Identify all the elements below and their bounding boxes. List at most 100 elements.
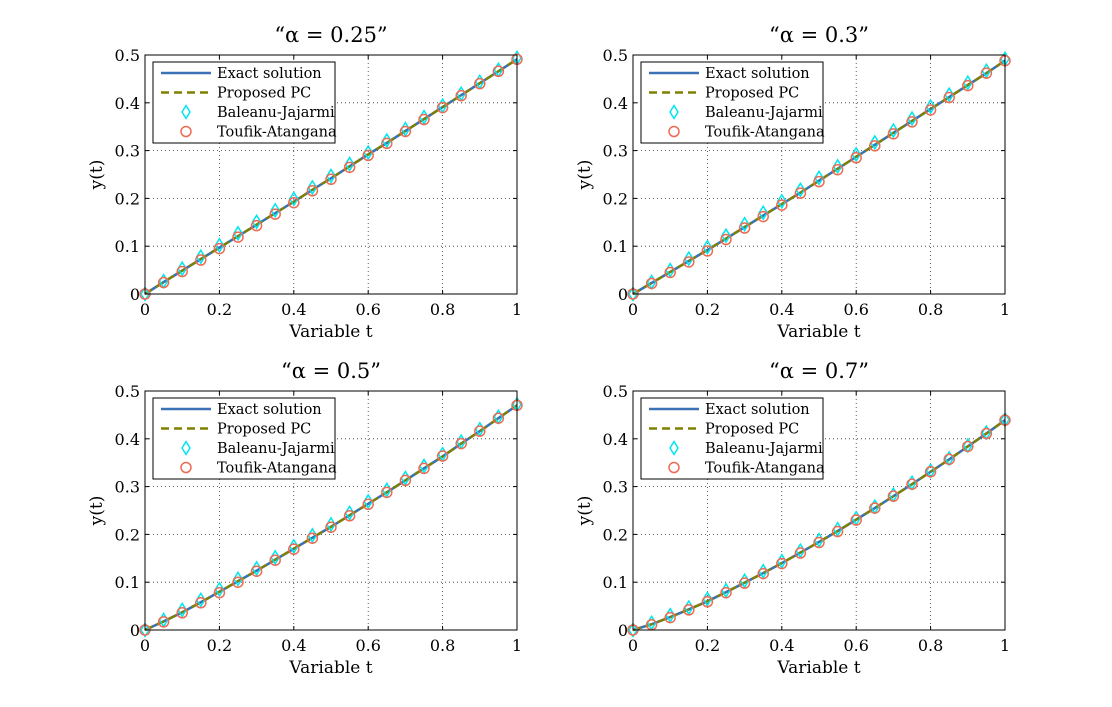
toufik-atangana-point <box>250 565 263 577</box>
toufik-atangana-point <box>474 77 486 90</box>
legend-label-baleanu-jajarmi: Baleanu-Jajarmi <box>705 441 823 457</box>
legend-baleanu-jajarmi-swatch <box>181 440 191 456</box>
toufik-atangana-point <box>418 113 430 126</box>
toufik-atangana-point <box>831 525 844 538</box>
toufik-atangana-point <box>232 231 244 243</box>
baleanu-jajarmi-point <box>288 190 299 207</box>
toufik-atangana-point <box>362 149 374 162</box>
baleanu-jajarmi-point <box>925 98 936 115</box>
legend: Exact solution Proposed PC Baleanu-Jajarmi… <box>152 397 337 480</box>
toufik-atangana-point <box>436 101 449 114</box>
y-tick-label: 0.3 <box>115 478 140 497</box>
baleanu-jajarmi-point <box>140 286 150 302</box>
x-tick-label: 0 <box>628 300 638 319</box>
subplot-2: 0 0.2 0.4 0.6 0.8 1 0 0.1 0.2 0.3 0.4 0.5 “α = 0.3” V… <box>575 23 1011 342</box>
toufik-atangana-point <box>436 450 449 462</box>
toufik-atangana-point <box>232 576 244 588</box>
legend-baleanu-jajarmi-swatch <box>181 104 191 120</box>
x-tick-label: 0.2 <box>207 300 232 319</box>
x-tick-label: 1 <box>1000 636 1010 655</box>
x-tick-label: 0.8 <box>430 300 455 319</box>
y-tick-label: 0.5 <box>603 46 628 65</box>
legend-label-baleanu-jajarmi: Baleanu-Jajarmi <box>705 105 823 121</box>
baleanu-jajarmi-point <box>307 179 318 196</box>
toufik-atangana-point <box>869 502 881 514</box>
toufik-atangana-point <box>664 266 676 279</box>
legend-label-baleanu-jajarmi: Baleanu-Jajarmi <box>217 441 335 457</box>
toufik-atangana-point <box>306 532 319 544</box>
legend-label-proposed-pc: Proposed PC <box>217 422 311 438</box>
series-proposed-pc-line <box>144 58 518 296</box>
legend-baleanu-jajarmi-swatch <box>669 440 679 456</box>
baleanu-jajarmi-point <box>140 622 150 638</box>
subplot-title: “α = 0.5” <box>281 359 381 383</box>
toufik-atangana-point <box>250 219 263 232</box>
baleanu-jajarmi-point <box>628 286 638 302</box>
toufik-atangana-point <box>157 616 170 628</box>
y-tick-label: 0.3 <box>603 142 628 161</box>
toufik-atangana-point <box>738 222 751 234</box>
x-axis-label: Variable t <box>288 658 372 678</box>
x-axis-label: Variable t <box>776 322 860 342</box>
axes-frame <box>144 390 518 631</box>
toufik-atangana-point <box>720 233 732 246</box>
toufik-atangana-point <box>776 199 788 211</box>
toufik-atangana-point <box>195 254 207 266</box>
toufik-atangana-point <box>943 91 955 104</box>
baleanu-jajarmi-point <box>814 169 824 186</box>
y-tick-label: 0.1 <box>115 573 140 592</box>
legend-box <box>152 61 336 144</box>
y-tick-label: 0.1 <box>603 237 628 256</box>
toufik-atangana-point <box>474 425 486 437</box>
baleanu-jajarmi-point <box>721 227 731 244</box>
toufik-atangana-point <box>683 256 695 268</box>
y-tick-label: 0.2 <box>603 525 628 544</box>
baleanu-jajarmi-point <box>851 146 862 163</box>
baleanu-jajarmi-point <box>776 193 787 210</box>
legend-box <box>152 397 336 480</box>
baleanu-jajarmi-point <box>907 110 917 127</box>
y-tick-label: 0 <box>618 621 628 640</box>
baleanu-jajarmi-point <box>214 237 225 254</box>
toufik-atangana-point <box>813 175 825 188</box>
series-proposed-pc-line <box>144 404 518 632</box>
legend-label-toufik-atangana: Toufik-Atangana <box>217 461 337 477</box>
x-tick-label: 0 <box>628 636 638 655</box>
x-tick-label: 0.6 <box>355 636 380 655</box>
toufik-atangana-point <box>455 89 467 102</box>
toufik-atangana-point <box>831 163 844 176</box>
legend-label-proposed-pc: Proposed PC <box>217 86 311 102</box>
x-tick-label: 0.6 <box>843 636 868 655</box>
legend: Exact solution Proposed PC Baleanu-Jajarmi… <box>640 397 825 480</box>
x-axis-label: Variable t <box>288 322 372 342</box>
baleanu-jajarmi-point <box>869 134 880 151</box>
toufik-atangana-point <box>288 543 300 555</box>
toufik-atangana-point <box>980 67 993 79</box>
toufik-atangana-point <box>776 557 788 570</box>
toufik-atangana-point <box>492 65 505 78</box>
x-tick-label: 0.6 <box>843 300 868 319</box>
toufik-atangana-point <box>306 185 319 197</box>
toufik-atangana-point <box>962 440 974 453</box>
toufik-atangana-point <box>213 586 226 599</box>
y-tick-label: 0.4 <box>603 430 628 449</box>
toufik-atangana-point <box>794 547 807 559</box>
toufik-atangana-point <box>325 521 337 533</box>
toufik-atangana-point <box>269 208 281 220</box>
baleanu-jajarmi-point <box>702 239 713 256</box>
toufik-atangana-point <box>343 161 356 174</box>
toufik-atangana-point <box>381 137 393 150</box>
legend-baleanu-jajarmi-swatch <box>669 104 679 120</box>
toufik-atangana-point <box>850 152 862 164</box>
toufik-atangana-point <box>869 140 881 152</box>
baleanu-jajarmi-point <box>344 156 355 172</box>
y-axis-label: y(t) <box>575 160 595 191</box>
toufik-atangana-point <box>269 554 281 566</box>
baleanu-jajarmi-point <box>888 122 899 139</box>
toufik-atangana-point <box>794 187 807 199</box>
y-tick-label: 0.2 <box>115 189 140 208</box>
toufik-atangana-point <box>664 611 676 624</box>
legend-label-proposed-pc: Proposed PC <box>705 422 799 438</box>
series-proposed-pc-line <box>632 59 1006 296</box>
toufik-atangana-point <box>325 173 337 186</box>
